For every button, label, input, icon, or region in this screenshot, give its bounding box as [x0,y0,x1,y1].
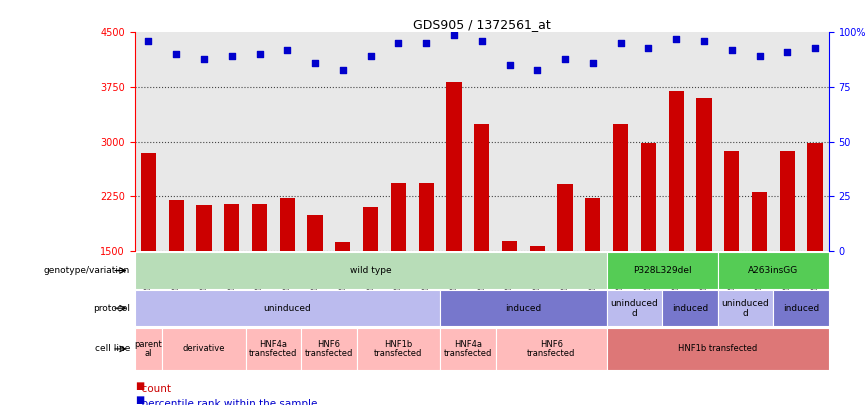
Bar [496,328,607,370]
Bar [196,205,212,251]
Bar [529,246,545,251]
Text: count: count [135,384,170,394]
Bar [418,183,434,251]
Text: uninduced
d: uninduced d [610,299,659,318]
Bar [391,183,406,251]
Text: induced: induced [672,304,708,313]
Text: ■: ■ [135,395,145,405]
Bar [662,290,718,326]
Bar [557,184,573,251]
Point [614,40,628,47]
Text: HNF6
transfected: HNF6 transfected [305,339,353,358]
Bar [718,290,773,326]
Bar [779,151,795,251]
Bar [502,241,517,251]
Bar [773,290,829,326]
Text: induced: induced [505,304,542,313]
Text: HNF1b
transfected: HNF1b transfected [374,339,423,358]
Bar [363,207,378,251]
Text: HNF6
transfected: HNF6 transfected [527,339,575,358]
Text: A263insGG: A263insGG [748,266,799,275]
Point [669,36,683,42]
Point [419,40,433,47]
Bar [301,328,357,370]
Bar [335,242,351,251]
Point [586,60,600,66]
Point [308,60,322,66]
Point [530,66,544,73]
Bar [807,143,823,251]
Bar [668,91,684,251]
Bar [246,328,301,370]
Text: protocol: protocol [93,304,130,313]
Bar [446,82,462,251]
Text: HNF4a
transfected: HNF4a transfected [444,339,492,358]
Bar [440,328,496,370]
Bar [307,215,323,251]
Bar [752,192,767,251]
Bar [135,328,162,370]
Bar [224,204,240,251]
Bar [279,198,295,251]
Bar [724,151,740,251]
Text: percentile rank within the sample: percentile rank within the sample [135,399,317,405]
Point [253,51,266,58]
Point [141,38,155,45]
Bar [607,328,829,370]
Point [558,55,572,62]
Point [197,55,211,62]
Point [503,62,516,68]
Point [225,53,239,60]
Text: parent
al: parent al [135,339,162,358]
Point [697,38,711,45]
Bar [607,252,718,289]
Point [169,51,183,58]
Bar [474,124,490,251]
Bar [141,153,156,251]
Text: ■: ■ [135,381,145,391]
Point [641,45,655,51]
Bar [440,290,607,326]
Text: genotype/variation: genotype/variation [44,266,130,275]
Bar [718,252,829,289]
Bar [696,98,712,251]
Point [725,47,739,53]
Text: HNF4a
transfected: HNF4a transfected [249,339,298,358]
Bar [135,290,440,326]
Point [280,47,294,53]
Text: uninduced
d: uninduced d [721,299,770,318]
Text: induced: induced [783,304,819,313]
Point [780,49,794,55]
Point [391,40,405,47]
Bar [641,143,656,251]
Text: derivative: derivative [183,344,225,354]
Text: HNF1b transfected: HNF1b transfected [678,344,758,354]
Point [753,53,766,60]
Text: uninduced: uninduced [263,304,312,313]
Bar [585,198,601,251]
Point [336,66,350,73]
Bar [613,124,628,251]
Text: cell line: cell line [95,344,130,354]
Bar [135,252,607,289]
Text: P328L329del: P328L329del [633,266,692,275]
Point [808,45,822,51]
Bar [252,204,267,251]
Bar [607,290,662,326]
Text: wild type: wild type [350,266,391,275]
Point [447,31,461,38]
Bar [357,328,440,370]
Bar [162,328,246,370]
Text: GDS905 / 1372561_at: GDS905 / 1372561_at [413,18,550,31]
Point [364,53,378,60]
Bar [168,200,184,251]
Point [475,38,489,45]
